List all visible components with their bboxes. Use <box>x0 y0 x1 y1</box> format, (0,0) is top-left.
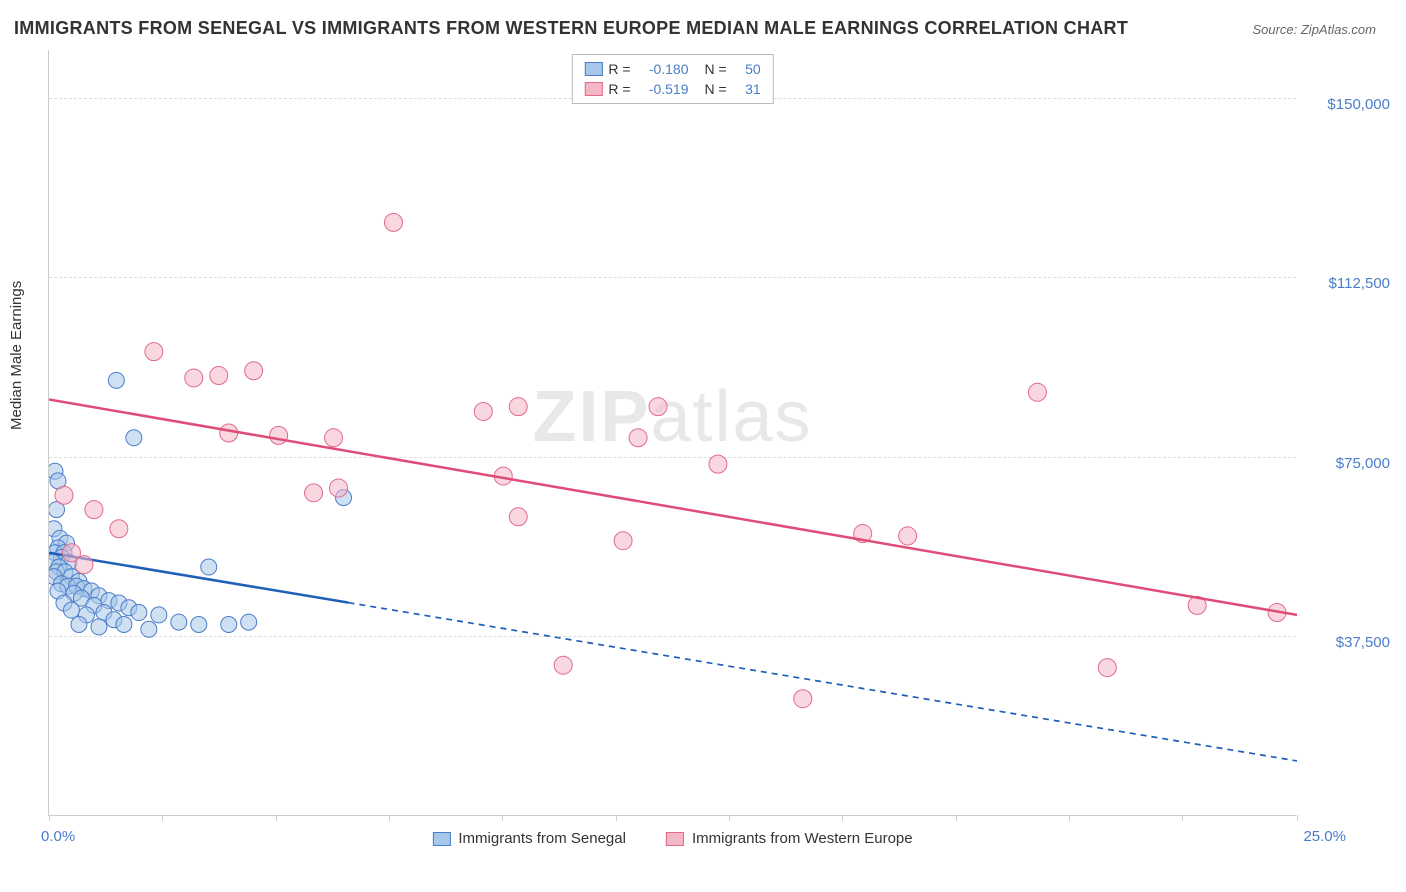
data-point <box>709 455 727 473</box>
data-point <box>91 619 107 635</box>
data-point <box>116 617 132 633</box>
data-point <box>210 367 228 385</box>
data-point <box>614 532 632 550</box>
chart-plot-area: ZIPatlas $37,500$75,000$112,500$150,000 … <box>48 50 1296 816</box>
regression-line-extrapolated <box>349 603 1297 761</box>
data-point <box>185 369 203 387</box>
y-tick-label: $150,000 <box>1306 96 1390 113</box>
data-point <box>145 343 163 361</box>
data-point <box>305 484 323 502</box>
source-label: Source: ZipAtlas.com <box>1252 22 1376 37</box>
data-point <box>151 607 167 623</box>
data-point <box>509 508 527 526</box>
legend-item-2: Immigrants from Western Europe <box>666 830 913 847</box>
data-point <box>131 605 147 621</box>
data-point <box>220 424 238 442</box>
series-legend: Immigrants from Senegal Immigrants from … <box>432 830 912 847</box>
data-point <box>221 617 237 633</box>
data-point <box>554 656 572 674</box>
data-point <box>629 429 647 447</box>
data-point <box>794 690 812 708</box>
data-point <box>63 602 79 618</box>
data-point <box>899 527 917 545</box>
x-axis-min-label: 0.0% <box>41 828 75 845</box>
data-point <box>509 398 527 416</box>
data-point <box>325 429 343 447</box>
x-tick <box>1297 815 1298 821</box>
data-point <box>649 398 667 416</box>
data-point <box>85 501 103 519</box>
data-point <box>191 617 207 633</box>
y-tick-label: $75,000 <box>1306 455 1390 472</box>
data-point <box>141 621 157 637</box>
data-point <box>55 486 73 504</box>
data-point <box>330 479 348 497</box>
data-point <box>1028 383 1046 401</box>
y-tick-label: $112,500 <box>1306 275 1390 292</box>
data-point <box>71 617 87 633</box>
data-point <box>1098 659 1116 677</box>
data-point <box>201 559 217 575</box>
chart-title: IMMIGRANTS FROM SENEGAL VS IMMIGRANTS FR… <box>14 18 1128 39</box>
y-tick-label: $37,500 <box>1306 634 1390 651</box>
data-point <box>75 556 93 574</box>
data-point <box>384 213 402 231</box>
data-point <box>245 362 263 380</box>
data-point <box>126 430 142 446</box>
data-point <box>474 402 492 420</box>
x-axis-max-label: 25.0% <box>1303 828 1346 845</box>
legend-item-1: Immigrants from Senegal <box>432 830 626 847</box>
data-point <box>171 614 187 630</box>
regression-line <box>49 399 1297 614</box>
y-axis-label: Median Male Earnings <box>8 281 25 430</box>
data-point <box>108 372 124 388</box>
data-point <box>270 426 288 444</box>
data-point <box>241 614 257 630</box>
data-point <box>110 520 128 538</box>
